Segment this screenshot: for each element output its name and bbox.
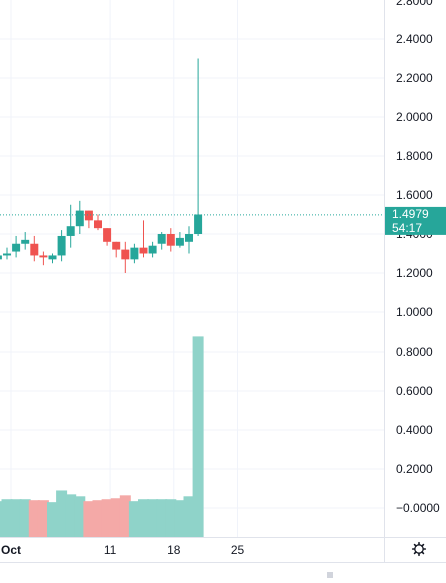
bottom-scrollbar[interactable]: [0, 562, 446, 578]
volume-bar: [147, 499, 159, 537]
candle-body: [57, 235, 66, 256]
volume-bar: [28, 500, 40, 537]
gear-icon-tooth: [421, 543, 425, 547]
time-tick-label: 25: [231, 543, 245, 557]
last-price-label: 1.4979 54:17: [385, 206, 446, 235]
candle-body: [130, 247, 139, 260]
volume-bar: [183, 496, 195, 537]
price-tick-label: 2.0000: [396, 110, 433, 124]
volume-bar: [92, 500, 104, 537]
volume-bar: [56, 490, 68, 537]
bar-countdown: 54:17: [392, 221, 422, 235]
last-price-value: 1.4979: [392, 207, 429, 221]
candle-body: [148, 245, 157, 254]
volume-bar: [128, 501, 140, 537]
time-tick-label: 18: [167, 543, 181, 557]
scrollbar-track: [0, 562, 446, 578]
volume-bar: [192, 336, 204, 537]
candle-body: [94, 220, 102, 229]
price-tick-label: 1.6000: [396, 188, 433, 202]
gear-icon-teeth: [411, 541, 427, 557]
grid-layer: [0, 0, 384, 537]
candle-body: [3, 253, 11, 256]
price-tick-label: 0.6000: [396, 384, 433, 398]
candle-body: [175, 237, 184, 246]
candle-body: [12, 243, 21, 252]
candle-body: [166, 234, 175, 246]
time-tick-label: Oct: [1, 543, 21, 557]
volume-bar: [165, 499, 177, 537]
gear-icon-tooth: [413, 551, 417, 555]
candle-body: [103, 228, 112, 242]
price-tick-label: −0.0000: [396, 501, 440, 515]
candle-body: [48, 255, 57, 260]
price-tick-label: 1.8000: [396, 149, 433, 163]
volume-bar: [83, 501, 95, 537]
candle-body: [0, 255, 2, 260]
volume-layer: [0, 336, 204, 537]
volume-bar: [1, 499, 13, 537]
volume-bar: [156, 499, 168, 537]
candle-body: [21, 239, 30, 244]
volume-bar: [19, 499, 31, 537]
candle-body: [157, 234, 166, 244]
gear-icon-tooth: [421, 551, 425, 555]
candle-body: [194, 214, 203, 234]
volume-bar: [37, 500, 49, 537]
price-axis[interactable]: 2.80002.40002.20002.00001.80001.60001.40…: [396, 0, 440, 515]
volume-bar: [138, 499, 149, 537]
price-tick-label: 0.8000: [396, 345, 433, 359]
candle-body: [30, 243, 39, 256]
price-tick-label: 1.2000: [396, 266, 433, 280]
price-tick-label: 2.8000: [396, 0, 433, 8]
candle-body: [39, 255, 48, 258]
candle-body: [121, 249, 130, 260]
price-tick-label: 0.2000: [396, 462, 433, 476]
scrollbar-thumb[interactable]: [327, 572, 333, 578]
candle-body: [112, 241, 121, 250]
volume-bar: [65, 494, 77, 537]
volume-bar: [101, 499, 113, 537]
last-price-box: [385, 206, 446, 235]
volume-bar: [119, 495, 131, 537]
time-tick-label: 11: [104, 543, 117, 557]
gear-icon-tooth: [413, 543, 417, 547]
candle-body: [75, 210, 84, 227]
price-tick-label: 2.4000: [396, 32, 433, 46]
candle-layer: [0, 58, 203, 273]
candle-body: [66, 226, 75, 236]
candle-body: [139, 247, 148, 254]
candle-body: [84, 210, 93, 221]
volume-bar: [47, 502, 58, 537]
time-axis[interactable]: Oct 11 18 25: [1, 543, 245, 557]
price-tick-label: 0.4000: [396, 423, 433, 437]
price-tick-label: 1.0000: [396, 305, 433, 319]
volume-bar: [10, 499, 22, 537]
price-tick-label: 2.2000: [396, 71, 433, 85]
volume-bar: [110, 498, 122, 537]
volume-bar: [174, 500, 186, 537]
candle-body: [185, 234, 193, 242]
gear-icon[interactable]: [411, 541, 427, 557]
volume-bar: [74, 496, 86, 537]
